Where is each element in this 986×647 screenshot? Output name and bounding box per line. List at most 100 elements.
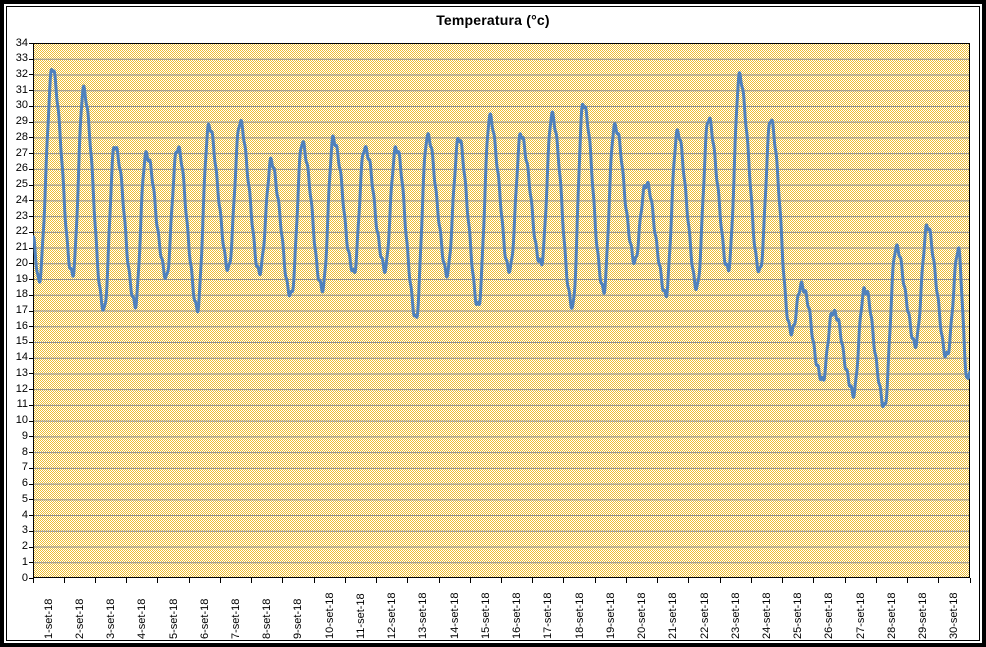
y-axis-tick — [29, 121, 33, 123]
x-axis-tick-label: 10-set-18 — [323, 592, 336, 639]
x-axis-tick — [376, 578, 378, 583]
x-axis-tick-label: 7-set-18 — [230, 598, 243, 639]
x-axis-tick — [344, 578, 346, 583]
x-axis-tick — [875, 578, 877, 583]
y-axis-tick-label: 34 — [15, 36, 28, 49]
x-axis-tick-label: 5-set-18 — [167, 598, 180, 639]
y-axis-tick — [29, 184, 33, 186]
x-axis-tick — [594, 578, 596, 583]
x-axis-tick — [813, 578, 815, 583]
y-axis-tick — [29, 90, 33, 92]
x-axis-tick — [938, 578, 940, 583]
y-axis-tick-label: 32 — [15, 67, 28, 80]
y-axis-tick — [29, 420, 33, 422]
y-axis-tick — [29, 546, 33, 548]
y-axis-tick — [29, 216, 33, 218]
x-axis-tick — [501, 578, 502, 583]
y-axis-tick-label: 17 — [15, 304, 28, 316]
y-axis-tick — [29, 467, 33, 469]
x-axis-tick-label: 28-set-18 — [885, 592, 898, 639]
y-axis-tick — [29, 515, 33, 517]
y-axis-tick — [29, 373, 33, 375]
gridlines — [33, 58, 970, 564]
x-axis-tick — [94, 578, 96, 583]
x-axis-tick-label: 19-set-18 — [604, 592, 617, 639]
x-axis-tick-label: 24-set-18 — [760, 592, 773, 639]
x-axis-tick — [657, 578, 659, 583]
y-axis-tick-label: 11 — [16, 398, 28, 411]
y-axis-tick — [29, 58, 33, 60]
x-axis-tick — [688, 578, 690, 583]
y-axis-tick — [29, 137, 33, 139]
y-axis-tick-label: 15 — [15, 335, 28, 348]
x-axis-tick — [282, 578, 284, 583]
x-axis-tick-label: 17-set-18 — [542, 592, 555, 639]
y-axis-tick-label: 30 — [15, 99, 28, 112]
x-axis-tick-label: 26-set-18 — [823, 592, 836, 639]
y-axis-tick-label: 5 — [21, 492, 28, 505]
y-axis-tick-label: 28 — [15, 130, 28, 143]
y-axis-tick — [29, 279, 33, 281]
x-axis-tick-label: 2-set-18 — [73, 598, 86, 639]
y-axis-tick-label: 19 — [15, 272, 28, 285]
y-axis-tick-label: 14 — [15, 351, 28, 364]
y-axis-tick — [29, 43, 33, 44]
y-axis-tick-label: 7 — [21, 461, 28, 474]
y-axis-tick — [29, 168, 33, 170]
x-axis-tick — [469, 578, 471, 583]
x-axis-tick — [157, 578, 159, 583]
x-axis-tick — [188, 578, 190, 583]
y-axis-tick — [29, 247, 33, 249]
y-axis-tick-label: 8 — [21, 445, 28, 458]
x-axis-tick — [63, 578, 65, 583]
y-axis-tick-label: 23 — [15, 209, 28, 222]
y-axis-tick-label: 3 — [21, 524, 28, 537]
x-axis-tick-label: 27-set-18 — [854, 592, 867, 639]
x-axis-tick-label: 29-set-18 — [917, 592, 930, 639]
y-axis-tick — [29, 389, 33, 391]
x-axis-tick — [126, 578, 128, 583]
y-axis-tick — [29, 357, 33, 359]
y-axis-tick-label: 27 — [15, 146, 28, 159]
x-axis-tick-label: 23-set-18 — [729, 592, 742, 639]
x-axis-tick — [844, 578, 846, 583]
x-axis-tick — [782, 578, 784, 583]
y-axis-tick — [29, 200, 33, 202]
y-axis-tick — [29, 153, 33, 155]
x-axis-tick — [563, 578, 565, 583]
y-axis-tick-label: 2 — [21, 540, 28, 553]
x-axis-tick-label: 15-set-18 — [479, 592, 492, 639]
y-axis-tick — [29, 263, 33, 265]
y-axis-tick-label: 0 — [21, 571, 28, 584]
plot-area — [33, 43, 970, 578]
y-axis-tick-label: 12 — [15, 382, 28, 395]
y-axis-tick-label: 25 — [15, 178, 28, 191]
chart-title: Temperatura (°c) — [436, 12, 550, 28]
x-axis-tick-label: 9-set-18 — [292, 598, 305, 639]
x-axis-tick-label: 21-set-18 — [667, 592, 680, 639]
y-axis-tick — [29, 294, 33, 296]
y-axis-tick-label: 4 — [21, 508, 28, 521]
y-axis-tick — [29, 74, 33, 76]
temperature-line — [33, 68, 970, 409]
x-axis-tick-label: 25-set-18 — [792, 592, 805, 639]
y-axis-tick-label: 33 — [15, 52, 28, 65]
y-axis-tick — [29, 231, 33, 233]
y-axis-tick — [29, 404, 33, 406]
y-axis-tick-label: 18 — [15, 288, 28, 301]
plot-border — [33, 43, 970, 578]
y-axis-tick-label: 31 — [15, 83, 28, 96]
y-axis-tick-label: 10 — [15, 414, 28, 427]
x-axis-tick — [750, 578, 752, 583]
y-axis-tick-label: 29 — [15, 115, 28, 128]
x-axis-tick — [219, 578, 221, 583]
y-axis-tick-label: 13 — [15, 366, 28, 379]
y-axis-tick-label: 9 — [21, 429, 28, 442]
x-axis-tick-label: 8-set-18 — [261, 598, 274, 639]
y-axis-tick — [29, 341, 33, 343]
y-axis-tick — [29, 452, 33, 454]
x-axis-tick — [32, 578, 34, 583]
x-axis-tick-label: 30-set-18 — [948, 592, 961, 639]
x-axis-tick — [907, 578, 909, 583]
